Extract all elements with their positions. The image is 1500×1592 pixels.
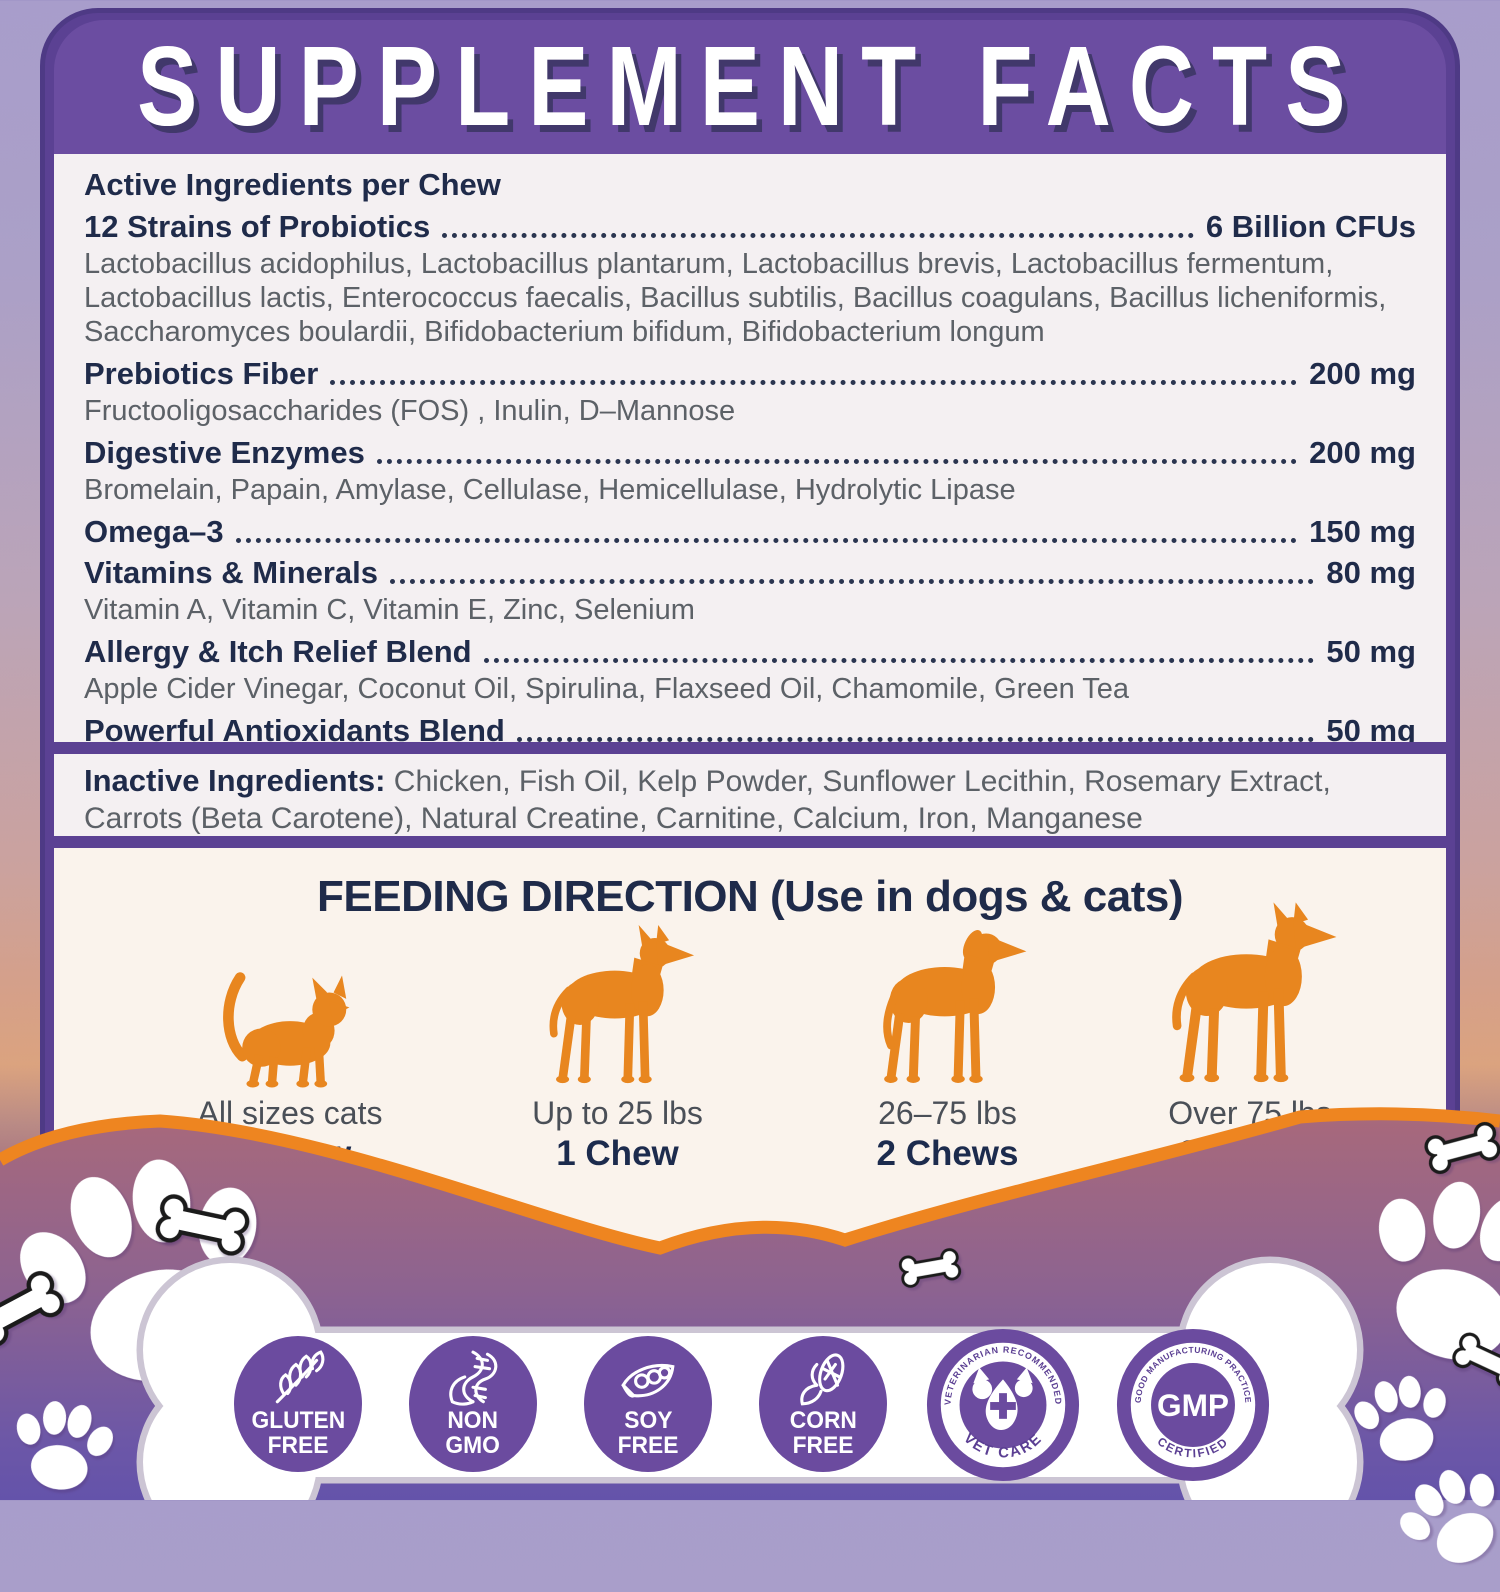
badge-gluten-free: GLUTEN FREE [234,1336,362,1472]
badge-label: SOY [623,1407,673,1434]
soy-icon [621,1364,675,1398]
ingredient-value: 50 mg [1326,634,1416,669]
badge-non-gmo: NON GMO [409,1336,537,1472]
ingredient-name: Allergy & Itch Relief Blend [84,634,472,669]
size-label: 26–75 lbs [878,1095,1017,1131]
badge-label: FREE [617,1432,679,1459]
inactive-list: Chicken, Fish Oil, Kelp Powder, Sunflowe… [84,765,1331,835]
ingredient-row: Digestive Enzymes 200 mg [84,432,1416,473]
active-heading: Active Ingredients per Chew [84,167,501,202]
feeding-group-small-dog: Up to 25 lbs 1 Chew [485,925,750,1175]
ingredient-value: 200 mg [1309,435,1416,470]
dot-leader [483,658,1315,663]
badge-label: FREE [792,1432,854,1459]
ingredient-sub: Fructooligosaccharides (FOS) , Inulin, D… [84,395,736,427]
dot-leader [376,459,1298,464]
feeding-group-medium-dog: 26–75 lbs 2 Chews [815,920,1080,1175]
dot-leader [516,737,1315,742]
ingredient-name: Powerful Antioxidants Blend [84,713,505,742]
header-banner: SUPPLEMENT FACTS [54,20,1446,154]
ingredient-row: Omega–3 150 mg [84,511,1416,552]
ingredient-sub: Apple Cider Vinegar, Coconut Oil, Spirul… [84,673,1130,705]
inactive-label: Inactive Ingredients: [84,763,386,798]
ingredient-name: Omega–3 [84,514,224,549]
badge-label: NON [447,1407,499,1434]
gmp-certified-seal: GOOD MANUFACTURING PRACTICE CERTIFIED GM… [1116,1328,1270,1482]
badge-label: FREE [267,1432,329,1459]
vet-cross-icon [972,1367,1033,1431]
ingredient-value: 200 mg [1309,356,1416,391]
badge-label: CORN [789,1407,857,1434]
ingredient-value: 150 mg [1309,514,1416,549]
badge-label: GLUTEN [251,1407,345,1434]
corn-icon [800,1353,845,1406]
panel-divider [54,742,1446,754]
ingredient-row: Vitamins & Minerals 80 mg [84,552,1416,593]
ingredient-sub: Lactobacillus acidophilus, Lactobacillus… [84,248,1387,348]
ingredient-name: Vitamins & Minerals [84,555,379,590]
dot-leader [390,579,1315,584]
dot-leader [330,380,1298,385]
inactive-ingredients-text: Inactive Ingredients: Chicken, Fish Oil,… [84,762,1416,836]
ingredient-value: 80 mg [1326,555,1416,590]
badge-soy-free: SOY FREE [584,1336,712,1472]
badge-label: GMO [445,1432,501,1459]
dose-label: 2 Chews [876,1134,1019,1173]
ingredient-row: Powerful Antioxidants Blend 50 mg [84,710,1416,742]
ingredient-sub: Bromelain, Papain, Amylase, Cellulase, H… [84,474,1016,506]
panel-divider [54,836,1446,848]
dot-leader [235,538,1298,543]
ingredient-sub: Vitamin A, Vitamin C, Vitamin E, Zinc, S… [84,594,695,626]
label-frame: SUPPLEMENT FACTS Active Ingredients per … [40,8,1460,1292]
dot-leader [442,233,1194,238]
ingredient-row: Allergy & Itch Relief Blend 50 mg [84,631,1416,672]
badge-corn-free: CORN FREE [759,1336,887,1472]
inactive-ingredients-panel: Inactive Ingredients: Chicken, Fish Oil,… [54,754,1446,836]
size-label: Up to 25 lbs [532,1095,703,1131]
ingredient-name: 12 Strains of Probiotics [84,209,431,244]
ingredient-value: 50 mg [1326,713,1416,742]
ingredient-name: Prebiotics Fiber [84,356,319,391]
ingredient-row: Prebiotics Fiber 200 mg [84,353,1416,394]
wave-orange-stroke [0,1107,1500,1255]
active-ingredients-panel: Active Ingredients per Chew 12 Strains o… [54,154,1446,742]
feeding-title: FEEDING DIRECTION (Use in dogs & cats) [317,872,1183,921]
ingredient-row: 12 Strains of Probiotics 6 Billion CFUs [84,206,1416,247]
dose-label: 1 Chew [556,1134,679,1173]
ingredient-name: Digestive Enzymes [84,435,365,470]
wheat-icon [275,1350,325,1404]
seal-center-text: GMP [1157,1387,1229,1423]
dna-icon [449,1350,498,1406]
paw-print-icon [4,1394,122,1497]
page-title: SUPPLEMENT FACTS [136,23,1364,150]
ingredient-value: 6 Billion CFUs [1205,209,1416,244]
vet-care-seal: VETERINARIAN RECOMMENDED VET CARE [926,1328,1080,1482]
